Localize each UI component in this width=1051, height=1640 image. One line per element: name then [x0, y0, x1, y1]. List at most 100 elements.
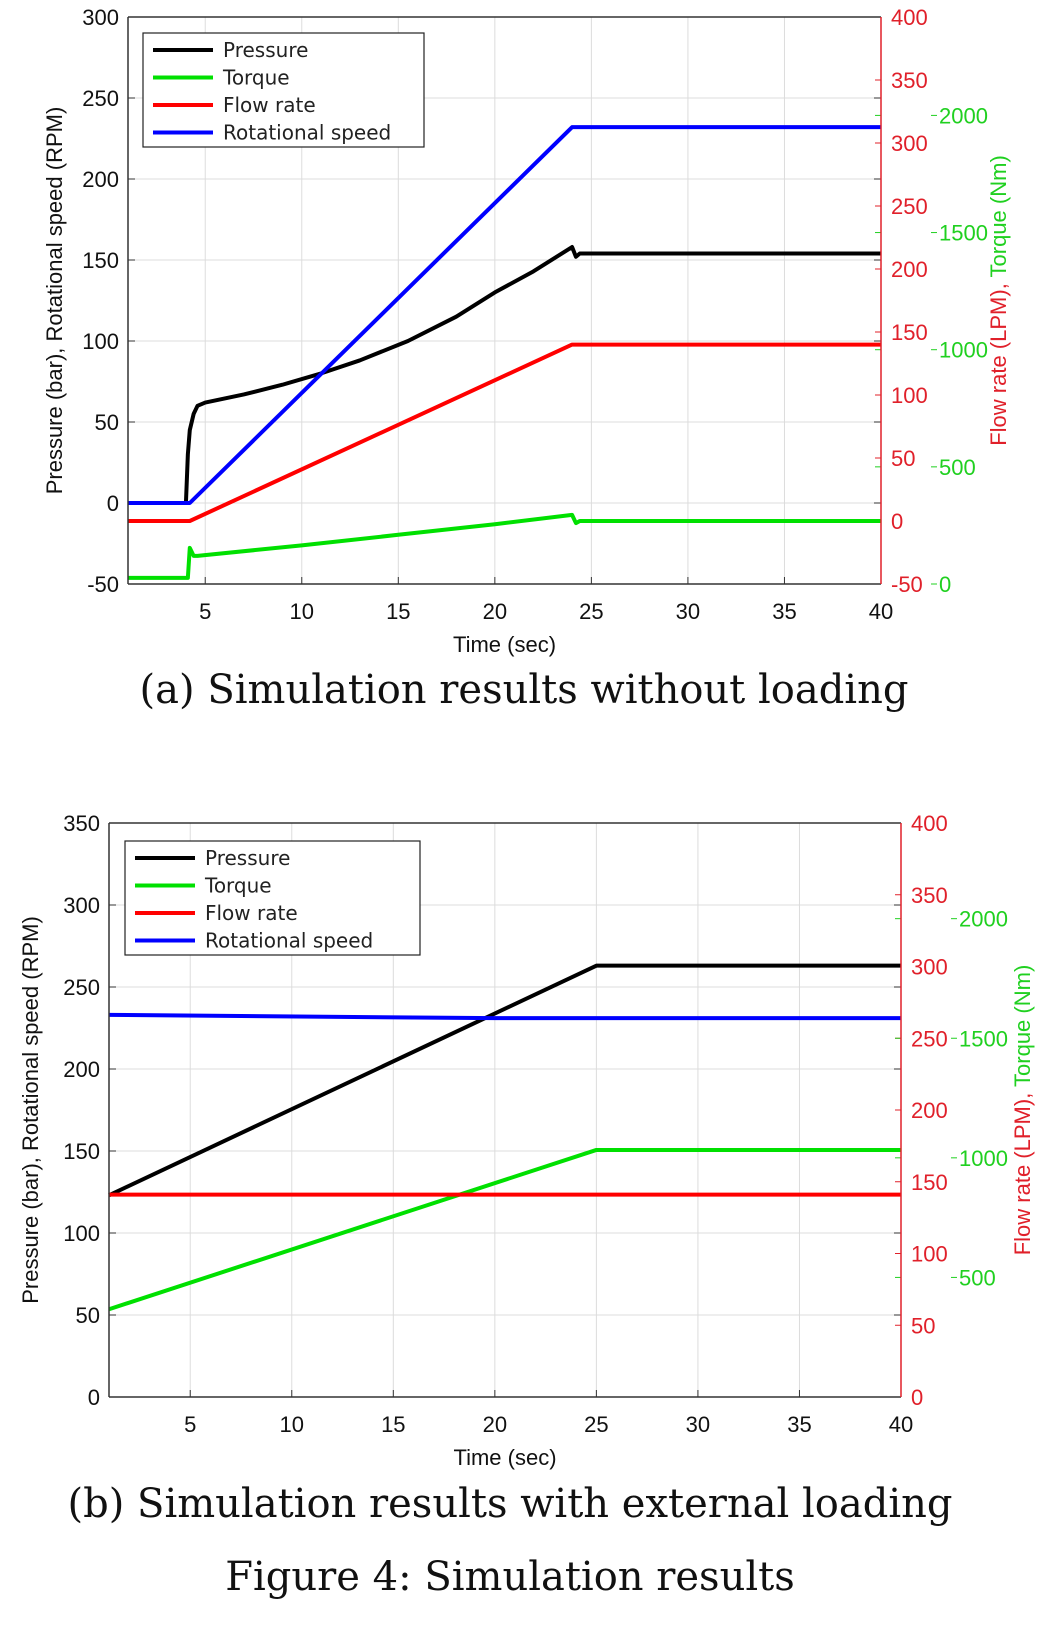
y-tick-label-left: 350: [63, 811, 100, 836]
x-tick-label: 40: [889, 1412, 913, 1437]
caption-a: (a) Simulation results without loading: [140, 667, 909, 713]
series-torque: [108, 1147, 901, 1312]
legend-item: Rotational speed: [153, 121, 391, 145]
y-tick-label-flow: 50: [891, 446, 915, 471]
y-tick-label-left: 300: [63, 893, 100, 918]
flow-axis-label: Flow rate (LPM),: [1010, 1093, 1035, 1256]
y-tick-label-flow: 50: [911, 1313, 935, 1338]
y-tick-label-left: -50: [87, 572, 119, 597]
y-tick-label-flow: 350: [891, 68, 928, 93]
legend-label: Pressure: [205, 846, 290, 870]
x-tick-label: 10: [290, 599, 314, 624]
y-tick-label-torque: 1500: [939, 221, 988, 246]
y-tick-label-left: 50: [95, 410, 119, 435]
legend-label: Flow rate: [223, 93, 316, 117]
x-tick-label: 35: [787, 1412, 811, 1437]
y-axis-label-left: Pressure (bar), Rotational speed (RPM): [18, 916, 43, 1304]
x-tick-label: 5: [184, 1412, 196, 1437]
y-tick-label-torque: 0: [939, 572, 951, 597]
x-tick-label: 15: [381, 1412, 405, 1437]
legend-item: Flow rate: [153, 93, 316, 117]
y-axis-label-left: Pressure (bar), Rotational speed (RPM): [42, 107, 67, 495]
y-tick-label-flow: 250: [911, 1026, 948, 1051]
y-tick-label-left: 300: [82, 5, 119, 30]
y-tick-label-flow: 150: [911, 1170, 948, 1195]
x-tick-label: 40: [869, 599, 893, 624]
x-axis-label: Time (sec): [453, 632, 556, 657]
legend-label: Torque: [204, 874, 272, 898]
legend-label: Flow rate: [205, 901, 298, 925]
y-tick-label-flow: 250: [891, 194, 928, 219]
series-rotational-speed: [108, 1012, 901, 1021]
y-tick-label-torque: 2000: [939, 103, 988, 128]
y-tick-label-left: 250: [82, 86, 119, 111]
y-tick-label-flow: 100: [891, 383, 928, 408]
legend-item: Torque: [135, 874, 272, 898]
legend: Pressure Torque Flow rate Rotational speed: [142, 32, 425, 148]
chart-a: 5 10 15 20 25 30 35 40-50050100150200250300-500…: [42, 5, 1011, 657]
y-tick-label-left: 150: [63, 1139, 100, 1164]
legend-item: Pressure: [153, 38, 308, 62]
y-tick-label-flow: 200: [891, 257, 928, 282]
series-pressure: [108, 963, 901, 1198]
legend-item: Flow rate: [135, 901, 298, 925]
legend: Pressure Torque Flow rate Rotational speed: [124, 840, 421, 956]
y-tick-label-torque: 1500: [959, 1026, 1008, 1051]
y-tick-label-flow: 100: [911, 1242, 948, 1267]
x-tick-label: 25: [584, 1412, 608, 1437]
y-tick-label-flow: 0: [891, 509, 903, 534]
series-pressure: [128, 245, 881, 505]
flow-axis-label: Flow rate (LPM),: [986, 283, 1011, 446]
torque-axis-label: Torque (Nm): [1010, 965, 1035, 1093]
x-axis-label: Time (sec): [453, 1445, 556, 1470]
y-tick-label-torque: 2000: [959, 907, 1008, 932]
legend-label: Torque: [222, 66, 290, 90]
y-tick-label-left: 100: [82, 329, 119, 354]
y-tick-label-flow: 400: [911, 811, 948, 836]
x-tick-label: 20: [483, 599, 507, 624]
chart-b: 5 10 15 20 25 30 35 400501001502002503003500501…: [18, 811, 1035, 1470]
y-tick-label-flow: 0: [911, 1385, 923, 1410]
y-axis-label-right: Flow rate (LPM), Torque (Nm): [1010, 965, 1035, 1256]
y-tick-label-left: 50: [76, 1303, 100, 1328]
x-tick-label: 35: [772, 599, 796, 624]
y-tick-label-torque: 1000: [939, 338, 988, 363]
legend-item: Pressure: [135, 846, 290, 870]
y-tick-label-left: 100: [63, 1221, 100, 1246]
series-torque: [128, 512, 881, 580]
y-tick-label-left: 0: [107, 491, 119, 516]
legend-label: Pressure: [223, 38, 308, 62]
y-tick-label-left: 150: [82, 248, 119, 273]
y-tick-label-torque: 500: [959, 1265, 996, 1290]
y-tick-label-flow: 300: [891, 131, 928, 156]
x-tick-label: 25: [579, 599, 603, 624]
y-tick-label-flow: 400: [891, 5, 928, 30]
x-tick-label: 10: [280, 1412, 304, 1437]
y-tick-label-torque: 1000: [959, 1146, 1008, 1171]
y-tick-label-torque: 500: [939, 455, 976, 480]
y-tick-label-flow: 300: [911, 955, 948, 980]
series-rotational-speed: [128, 125, 881, 505]
y-tick-label-left: 200: [63, 1057, 100, 1082]
figure-caption: Figure 4: Simulation results: [225, 1554, 795, 1600]
y-tick-label-flow: -50: [891, 572, 923, 597]
x-tick-label: 5: [199, 599, 211, 624]
y-tick-label-left: 200: [82, 167, 119, 192]
x-tick-label: 15: [386, 599, 410, 624]
y-tick-label-flow: 350: [911, 883, 948, 908]
y-tick-label-left: 0: [88, 1385, 100, 1410]
caption-b: (b) Simulation results with external loa…: [68, 1481, 953, 1527]
legend-item: Rotational speed: [135, 929, 373, 953]
x-tick-label: 20: [483, 1412, 507, 1437]
y-tick-label-flow: 200: [911, 1098, 948, 1123]
y-tick-label-flow: 150: [891, 320, 928, 345]
legend-item: Torque: [153, 66, 290, 90]
y-tick-label-left: 250: [63, 975, 100, 1000]
x-tick-label: 30: [686, 1412, 710, 1437]
legend-label: Rotational speed: [223, 121, 391, 145]
torque-axis-label: Torque (Nm): [986, 155, 1011, 283]
series-flow-rate: [128, 342, 881, 523]
legend-label: Rotational speed: [205, 929, 373, 953]
x-tick-label: 30: [676, 599, 700, 624]
